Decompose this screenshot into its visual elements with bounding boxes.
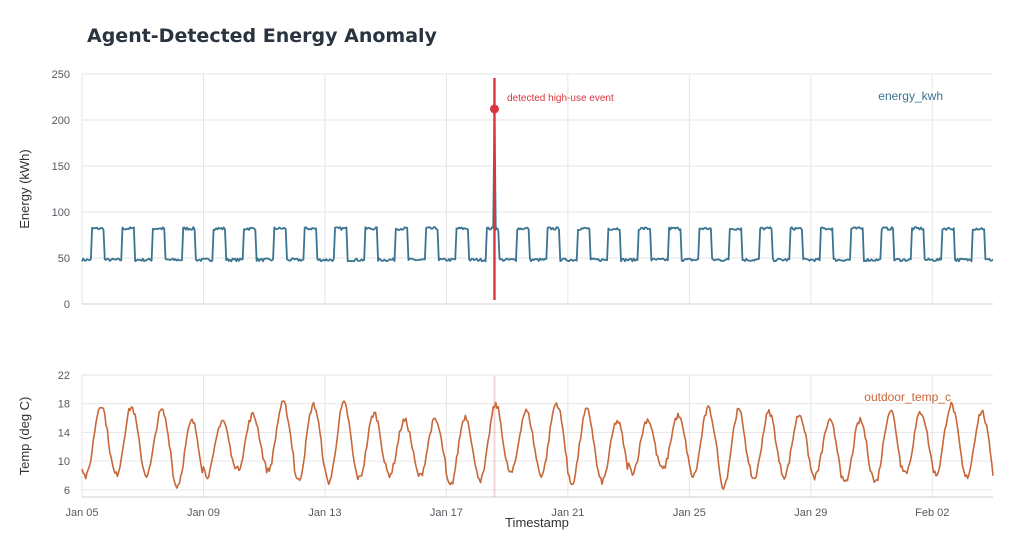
energy-y-tick-label: 150 [52, 161, 70, 173]
energy-y-tick-label: 50 [58, 253, 70, 265]
chart-title: Agent-Detected Energy Anomaly [87, 25, 438, 47]
energy-y-tick-label: 0 [64, 299, 70, 311]
energy-y-label: Energy (kWh) [17, 149, 32, 228]
energy-grid [81, 73, 993, 305]
x-tick-label: Feb 02 [915, 507, 949, 519]
temperature-y-ticks: 6 10 14 18 22 [58, 370, 70, 497]
x-tick-label: Jan 25 [673, 507, 706, 519]
energy-y-tick-label: 250 [52, 69, 70, 81]
temperature-y-tick-label: 18 [58, 399, 70, 411]
outdoor-temp-line [81, 400, 994, 490]
temperature-panel: 6 10 14 18 22 Jan 05 Jan 09 Jan 13 Jan 17 Jan 21… [17, 370, 994, 530]
x-tick-label: Jan 13 [308, 507, 341, 519]
temperature-x-ticks: Jan 05 Jan 09 Jan 13 Jan 17 Jan 21 Jan 25 Jan … [65, 507, 949, 519]
x-axis-label: Timestamp [505, 515, 569, 530]
temperature-y-tick-label: 22 [58, 370, 70, 382]
anomaly-label: detected high-use event [507, 93, 614, 104]
energy-y-tick-label: 100 [52, 207, 70, 219]
energy-kwh-line [81, 108, 994, 263]
energy-y-ticks: 0 50 100 150 200 250 [52, 69, 70, 311]
x-tick-label: Jan 21 [551, 507, 584, 519]
temperature-y-tick-label: 14 [58, 427, 70, 439]
temperature-y-tick-label: 6 [64, 485, 70, 497]
temperature-grid [81, 374, 993, 497]
anomaly-point [489, 104, 499, 114]
x-tick-label: Jan 09 [187, 507, 220, 519]
x-tick-label: Jan 05 [65, 507, 98, 519]
temperature-legend: outdoor_temp_c [864, 390, 951, 404]
temperature-y-label: Temp (deg C) [17, 397, 32, 476]
energy-y-tick-label: 200 [52, 115, 70, 127]
energy-legend: energy_kwh [878, 89, 943, 103]
x-tick-label: Jan 29 [794, 507, 827, 519]
temperature-y-tick-label: 10 [58, 456, 70, 468]
x-tick-label: Jan 17 [430, 507, 463, 519]
